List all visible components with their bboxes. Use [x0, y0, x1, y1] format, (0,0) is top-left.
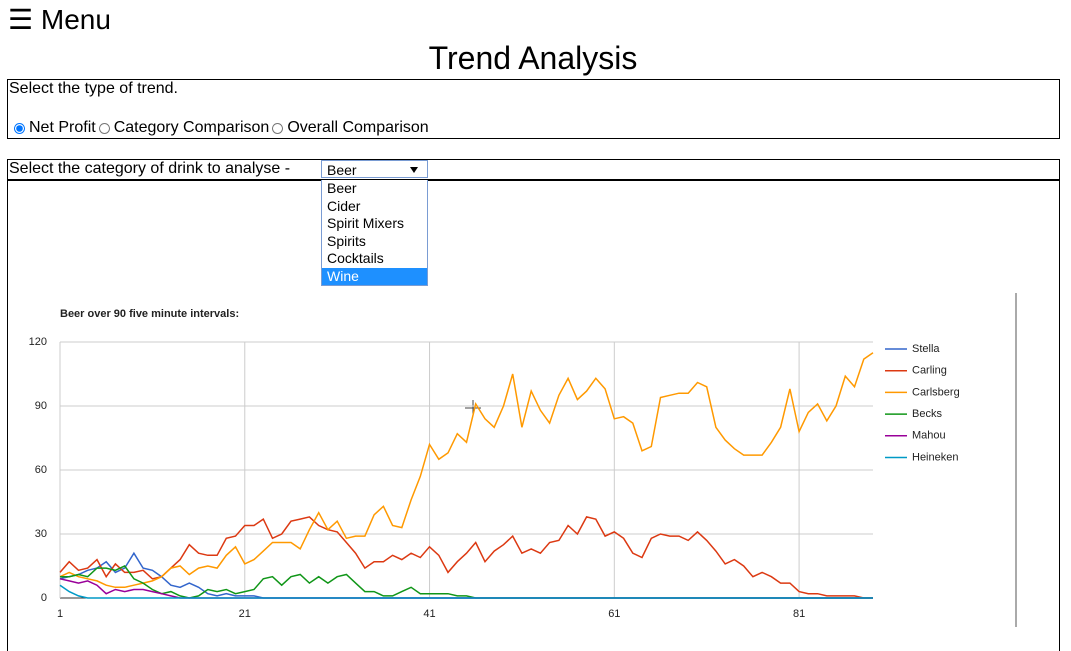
radio-label[interactable]: Overall Comparison [287, 119, 429, 136]
dropdown-option[interactable]: Beer [327, 180, 357, 196]
trend-prompt: Select the type of trend. [9, 80, 178, 97]
series-line [59, 578, 873, 599]
radio-label[interactable]: Category Comparison [113, 119, 270, 136]
legend-label: Heineken [912, 451, 958, 463]
legend-label: Becks [912, 408, 942, 420]
y-tick-label: 90 [35, 400, 47, 412]
legend-label: Mahou [912, 430, 946, 442]
radio-label[interactable]: Net Profit [29, 119, 96, 136]
radio[interactable] [14, 122, 25, 134]
trend-type-box: Select the type of trend. Net Profit Cate… [7, 79, 1060, 139]
legend-label: Stella [912, 343, 940, 355]
page-title: Trend Analysis [428, 40, 638, 76]
dropdown-option[interactable]: Spirits [327, 232, 366, 249]
y-tick-label: 60 [35, 464, 47, 476]
x-tick-label: 81 [793, 608, 805, 620]
y-tick-label: 30 [35, 528, 47, 540]
x-tick-label: 61 [608, 608, 620, 620]
dropdown-option[interactable]: Cocktails [327, 250, 384, 266]
y-tick-label: 0 [41, 592, 47, 604]
category-prompt: Select the category of drink to analyse … [9, 160, 291, 177]
legend-label: Carling [912, 365, 947, 377]
series-line [59, 516, 873, 599]
dropdown-list: Beer Cider Spirit Mixers Spirits Cocktails Wi… [321, 180, 428, 286]
series-line [59, 352, 874, 589]
series-line [59, 584, 873, 599]
chart-title: Beer over 90 five minute intervals: [60, 308, 239, 320]
dropdown-option[interactable]: Wine [322, 267, 427, 285]
x-tick-label: 21 [239, 608, 251, 620]
x-tick-label: 1 [57, 608, 63, 620]
menu-button[interactable]: ☰ Menu [8, 4, 111, 35]
x-tick-label: 41 [423, 608, 435, 620]
radio[interactable] [98, 122, 110, 134]
series-line [60, 565, 873, 599]
dropdown-option[interactable]: Cider [327, 197, 361, 214]
radio[interactable] [272, 122, 284, 134]
y-tick-label: 120 [29, 336, 47, 348]
chart-panel [7, 179, 1060, 651]
radio-group: Net Profit Category Comparison Overall Com… [11, 119, 429, 137]
category-box: Select the category of drink to analyse … [7, 159, 1060, 180]
legend-label: Carlsberg [912, 386, 960, 398]
dropdown-option[interactable]: Spirit Mixers [327, 215, 405, 231]
category-select[interactable]: Beer [321, 160, 428, 178]
